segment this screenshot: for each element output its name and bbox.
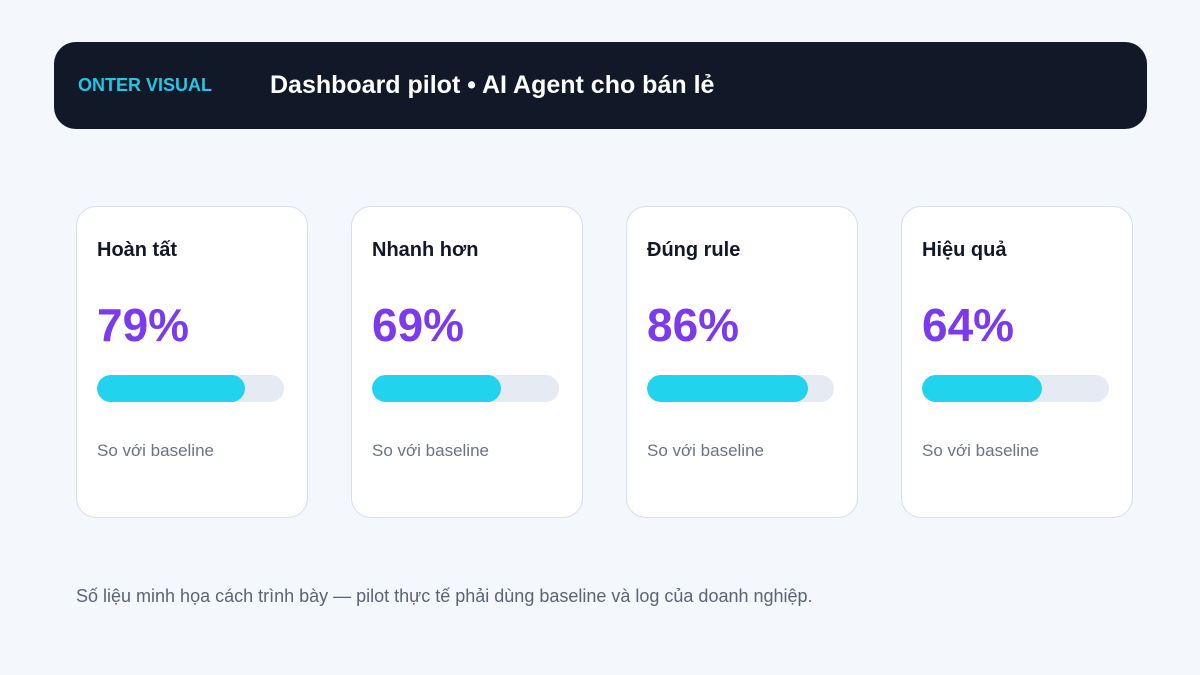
header-bar: ONTER VISUAL Dashboard pilot • AI Agent …	[54, 42, 1147, 129]
metric-card-title: Hiệu quả	[922, 239, 1007, 261]
metric-card-note: So với baseline	[97, 441, 214, 460]
metric-card-title: Nhanh hơn	[372, 239, 479, 261]
page-title: Dashboard pilot • AI Agent cho bán lẻ	[270, 71, 715, 99]
progress-fill	[97, 375, 245, 402]
progress-track	[372, 375, 559, 402]
metric-card-title: Đúng rule	[647, 239, 741, 261]
progress-fill	[922, 375, 1042, 402]
metric-card-completed: Hoàn tất 79% So với baseline	[76, 206, 308, 518]
metric-card-faster: Nhanh hơn 69% So với baseline	[351, 206, 583, 518]
progress-track	[97, 375, 284, 402]
metric-card-value: 64%	[922, 299, 1015, 351]
metric-card-note: So với baseline	[922, 441, 1039, 460]
metric-card-rule-correct: Đúng rule 86% So với baseline	[626, 206, 858, 518]
footnote: Số liệu minh họa cách trình bày — pilot …	[76, 586, 813, 606]
metric-card-note: So với baseline	[372, 441, 489, 460]
brand-logo[interactable]: ONTER VISUAL	[78, 75, 213, 95]
metric-card-note: So với baseline	[647, 441, 764, 460]
metric-card-value: 79%	[97, 299, 190, 351]
progress-fill	[372, 375, 502, 402]
progress-track	[647, 375, 834, 402]
progress-track	[922, 375, 1109, 402]
metric-card-title: Hoàn tất	[97, 239, 177, 261]
metric-card-efficiency: Hiệu quả 64% So với baseline	[901, 206, 1133, 518]
progress-fill	[647, 375, 808, 402]
metric-card-value: 69%	[372, 299, 465, 351]
metric-card-value: 86%	[647, 299, 740, 351]
